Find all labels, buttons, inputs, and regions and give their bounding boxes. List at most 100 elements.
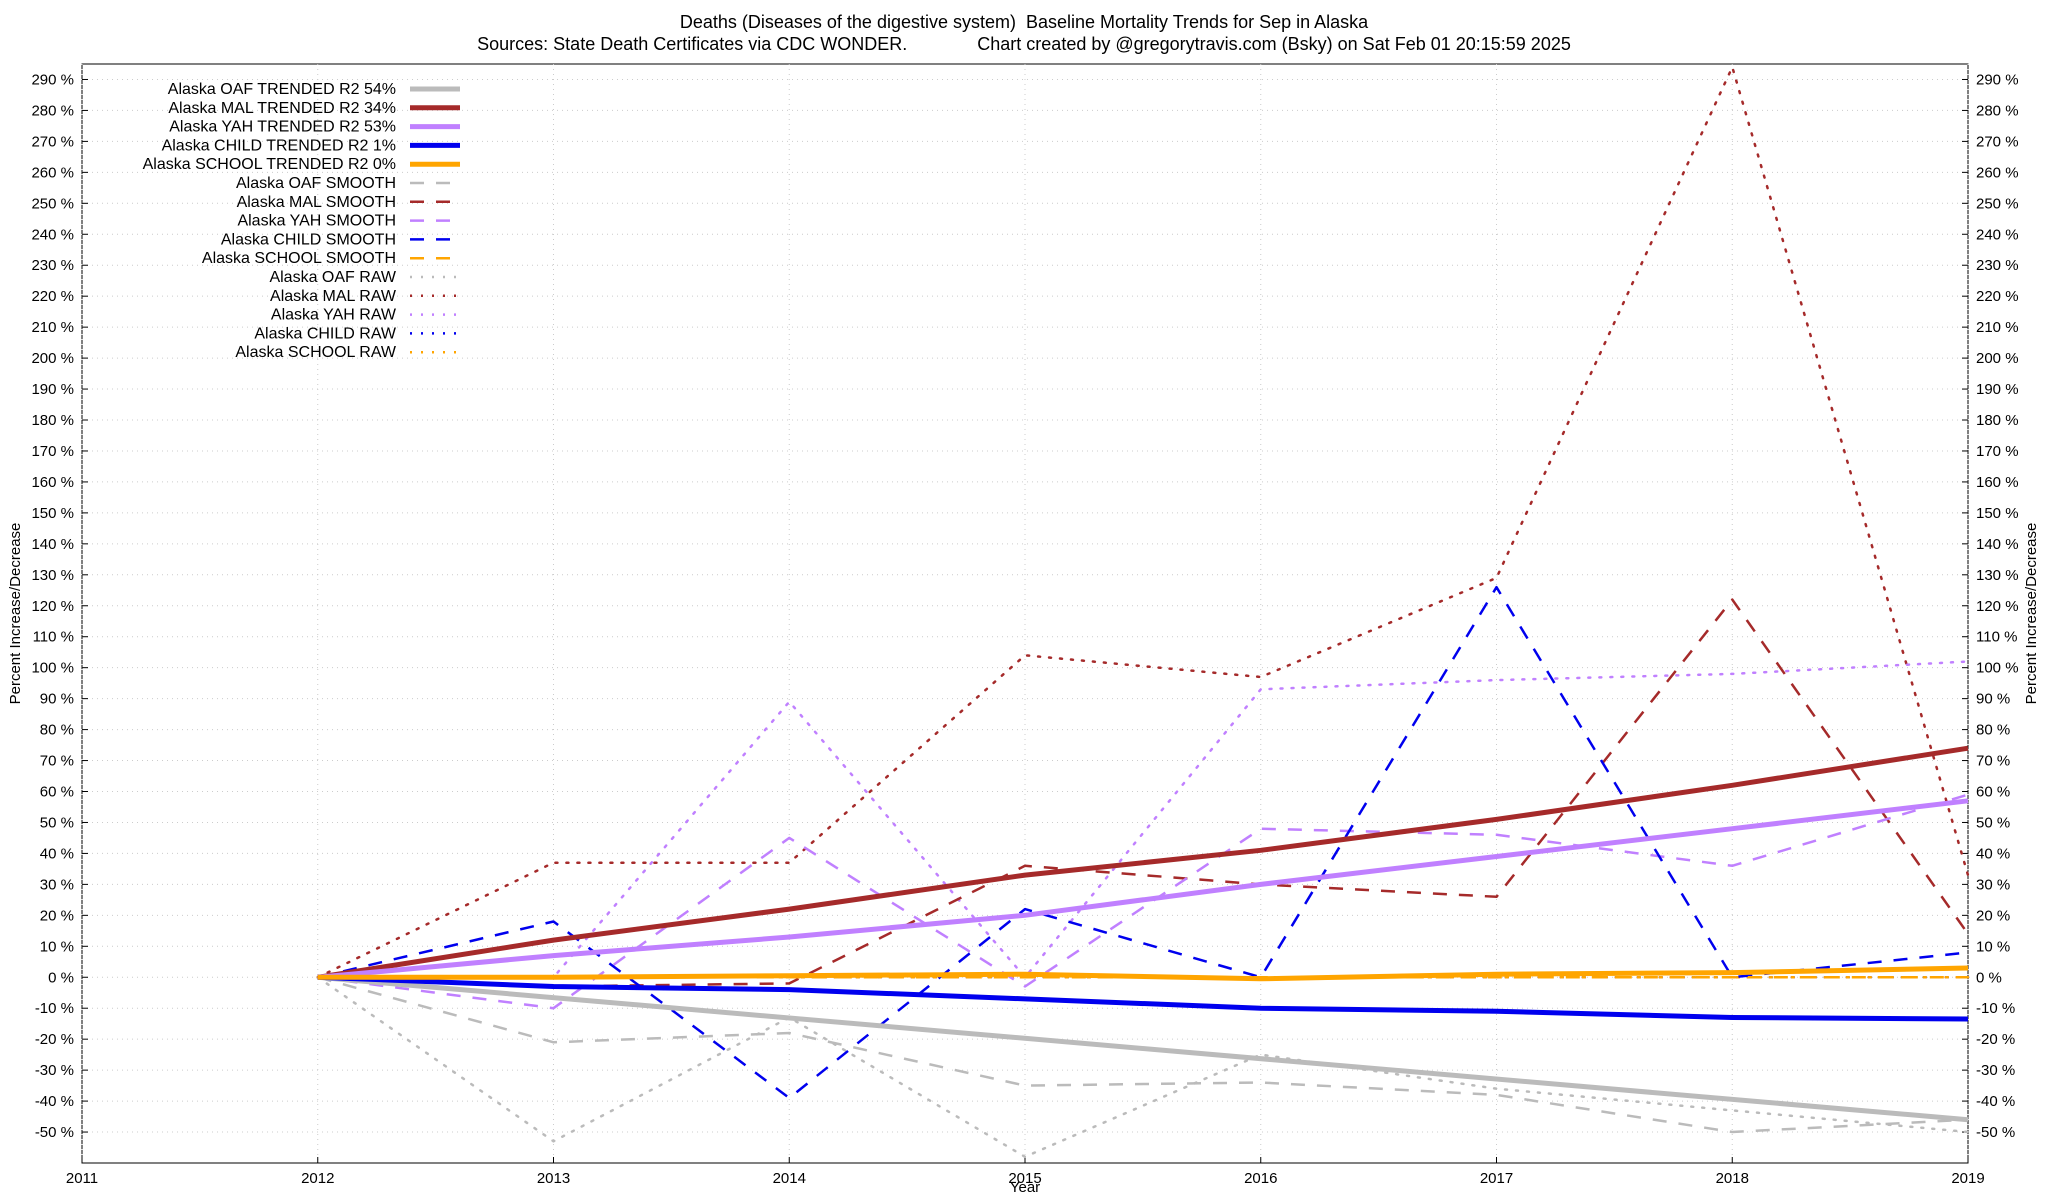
y2-tick-label: 230 % bbox=[1976, 257, 2019, 274]
y-tick-label: 100 % bbox=[31, 660, 74, 677]
y-tick-label: 170 % bbox=[31, 443, 74, 460]
y-tick-label: 200 % bbox=[31, 350, 74, 367]
y-tick-label: 160 % bbox=[31, 474, 74, 491]
y2-tick-label: 90 % bbox=[1976, 691, 2010, 708]
series-line-8 bbox=[317, 585, 1969, 1100]
y2-tick-label: 250 % bbox=[1976, 195, 2019, 212]
axis-ticks: -50 % -50 % -40 % -40 % -30 % -30 % -20 % -20 %… bbox=[31, 71, 2018, 1187]
x-tick-label: 2013 bbox=[537, 1170, 570, 1187]
y2-tick-label: 110 % bbox=[1976, 629, 2017, 646]
y2-tick-label: 10 % bbox=[1976, 938, 2010, 955]
legend-label: Alaska OAF TRENDED R2 54% bbox=[168, 81, 396, 98]
y-tick-label: 270 % bbox=[31, 133, 74, 150]
y-tick-label: -20 % bbox=[35, 1031, 74, 1048]
series-line-6 bbox=[317, 598, 1970, 988]
y-tick-label: 210 % bbox=[31, 319, 74, 336]
y2-tick-label: 120 % bbox=[1976, 598, 2019, 615]
y2-tick-label: 190 % bbox=[1976, 381, 2019, 398]
y-tick-label: 120 % bbox=[31, 598, 74, 615]
chart-title: Deaths (Diseases of the digestive system… bbox=[679, 12, 1369, 32]
y2-tick-label: 150 % bbox=[1976, 505, 2019, 522]
y2-tick-label: -20 % bbox=[1976, 1031, 2015, 1048]
legend-label: Alaska MAL TRENDED R2 34% bbox=[168, 100, 396, 117]
y2-tick-label: 290 % bbox=[1976, 71, 2019, 88]
y-tick-label: 240 % bbox=[31, 226, 74, 243]
series-line-10 bbox=[316, 976, 1970, 1159]
y-tick-label: 70 % bbox=[40, 753, 74, 770]
series-line-5 bbox=[317, 976, 1969, 1134]
y2-tick-label: 260 % bbox=[1976, 164, 2019, 181]
y-tick-label: 150 % bbox=[31, 505, 74, 522]
x-tick-label: 2016 bbox=[1244, 1170, 1277, 1187]
y-tick-label: 10 % bbox=[40, 938, 74, 955]
y-tick-label: 40 % bbox=[40, 845, 74, 862]
x-tick-label: 2011 bbox=[66, 1170, 98, 1187]
legend-label: Alaska CHILD SMOOTH bbox=[221, 231, 396, 248]
y-tick-label: 20 % bbox=[40, 907, 74, 924]
y2-tick-label: -40 % bbox=[1976, 1093, 2015, 1110]
legend-label: Alaska SCHOOL RAW bbox=[235, 344, 397, 361]
y2-tick-label: 180 % bbox=[1976, 412, 2019, 429]
y2-tick-label: 0 % bbox=[1976, 969, 2002, 986]
chart-subtitle: Sources: State Death Certificates via CD… bbox=[477, 34, 1571, 54]
series-line-0 bbox=[317, 974, 1969, 1123]
series-line-4 bbox=[317, 965, 1969, 982]
x-tick-label: 2017 bbox=[1480, 1170, 1513, 1187]
y-tick-label: -50 % bbox=[35, 1124, 74, 1141]
y2-tick-label: 130 % bbox=[1976, 567, 2019, 584]
y2-tick-label: 50 % bbox=[1976, 814, 2010, 831]
y-tick-label: 190 % bbox=[31, 381, 74, 398]
y2-tick-label: 20 % bbox=[1976, 907, 2010, 924]
y-tick-label: 50 % bbox=[40, 814, 74, 831]
x-tick-label: 2018 bbox=[1716, 1170, 1749, 1187]
y-tick-label: 230 % bbox=[31, 257, 74, 274]
y-tick-label: 220 % bbox=[31, 288, 74, 305]
y-tick-label: 290 % bbox=[31, 71, 74, 88]
y-tick-label: 250 % bbox=[31, 195, 74, 212]
x-tick-label: 2012 bbox=[301, 1170, 334, 1187]
x-tick-label: 2015 bbox=[1008, 1170, 1041, 1187]
y2-tick-label: 40 % bbox=[1976, 845, 2010, 862]
legend-label: Alaska YAH TRENDED R2 53% bbox=[169, 119, 396, 136]
legend: Alaska OAF TRENDED R2 54% Alaska MAL TREN… bbox=[143, 81, 460, 361]
series-line-11 bbox=[316, 65, 1970, 979]
y2-tick-label: 140 % bbox=[1976, 536, 2019, 553]
y-tick-label: 110 % bbox=[33, 629, 74, 646]
y2-tick-label: 210 % bbox=[1976, 319, 2019, 336]
y-tick-label: 60 % bbox=[40, 784, 74, 801]
legend-label: Alaska YAH RAW bbox=[271, 307, 397, 324]
legend-label: Alaska MAL SMOOTH bbox=[237, 194, 396, 211]
y-tick-label: 30 % bbox=[40, 876, 74, 893]
legend-label: Alaska SCHOOL TRENDED R2 0% bbox=[143, 156, 396, 173]
y2-tick-label: 160 % bbox=[1976, 474, 2019, 491]
y2-tick-label: 240 % bbox=[1976, 226, 2019, 243]
series-line-2 bbox=[317, 798, 1969, 980]
y2-tick-label: 270 % bbox=[1976, 133, 2019, 150]
y2-tick-label: 80 % bbox=[1976, 722, 2010, 739]
x-tick-label: 2019 bbox=[1951, 1170, 1984, 1187]
y-tick-label: 280 % bbox=[31, 102, 74, 119]
y-tick-label: 140 % bbox=[31, 536, 74, 553]
y-tick-label: -40 % bbox=[35, 1093, 74, 1110]
y2-tick-label: 200 % bbox=[1976, 350, 2019, 367]
y-tick-label: 80 % bbox=[40, 722, 74, 739]
y-tick-label: 0 % bbox=[48, 969, 74, 986]
y2-tick-label: 60 % bbox=[1976, 784, 2010, 801]
series-line-1 bbox=[317, 745, 1969, 980]
y2-tick-label: 220 % bbox=[1976, 288, 2019, 305]
series-line-12 bbox=[316, 660, 1970, 979]
y-tick-label: -10 % bbox=[35, 1000, 74, 1017]
y2-tick-label: 70 % bbox=[1976, 753, 2010, 770]
legend-label: Alaska YAH SMOOTH bbox=[237, 213, 396, 230]
y2-tick-label: 170 % bbox=[1976, 443, 2019, 460]
y-axis-label: Percent Increase/Decrease bbox=[7, 523, 24, 705]
y-tick-label: 90 % bbox=[40, 691, 74, 708]
legend-label: Alaska OAF RAW bbox=[269, 269, 396, 286]
legend-label: Alaska SCHOOL SMOOTH bbox=[202, 250, 396, 267]
y-tick-label: -30 % bbox=[35, 1062, 74, 1079]
x-axis-label: Year bbox=[1010, 1179, 1040, 1196]
y-tick-label: 260 % bbox=[31, 164, 74, 181]
y-tick-label: 130 % bbox=[31, 567, 74, 584]
y-tick-label: 180 % bbox=[31, 412, 74, 429]
